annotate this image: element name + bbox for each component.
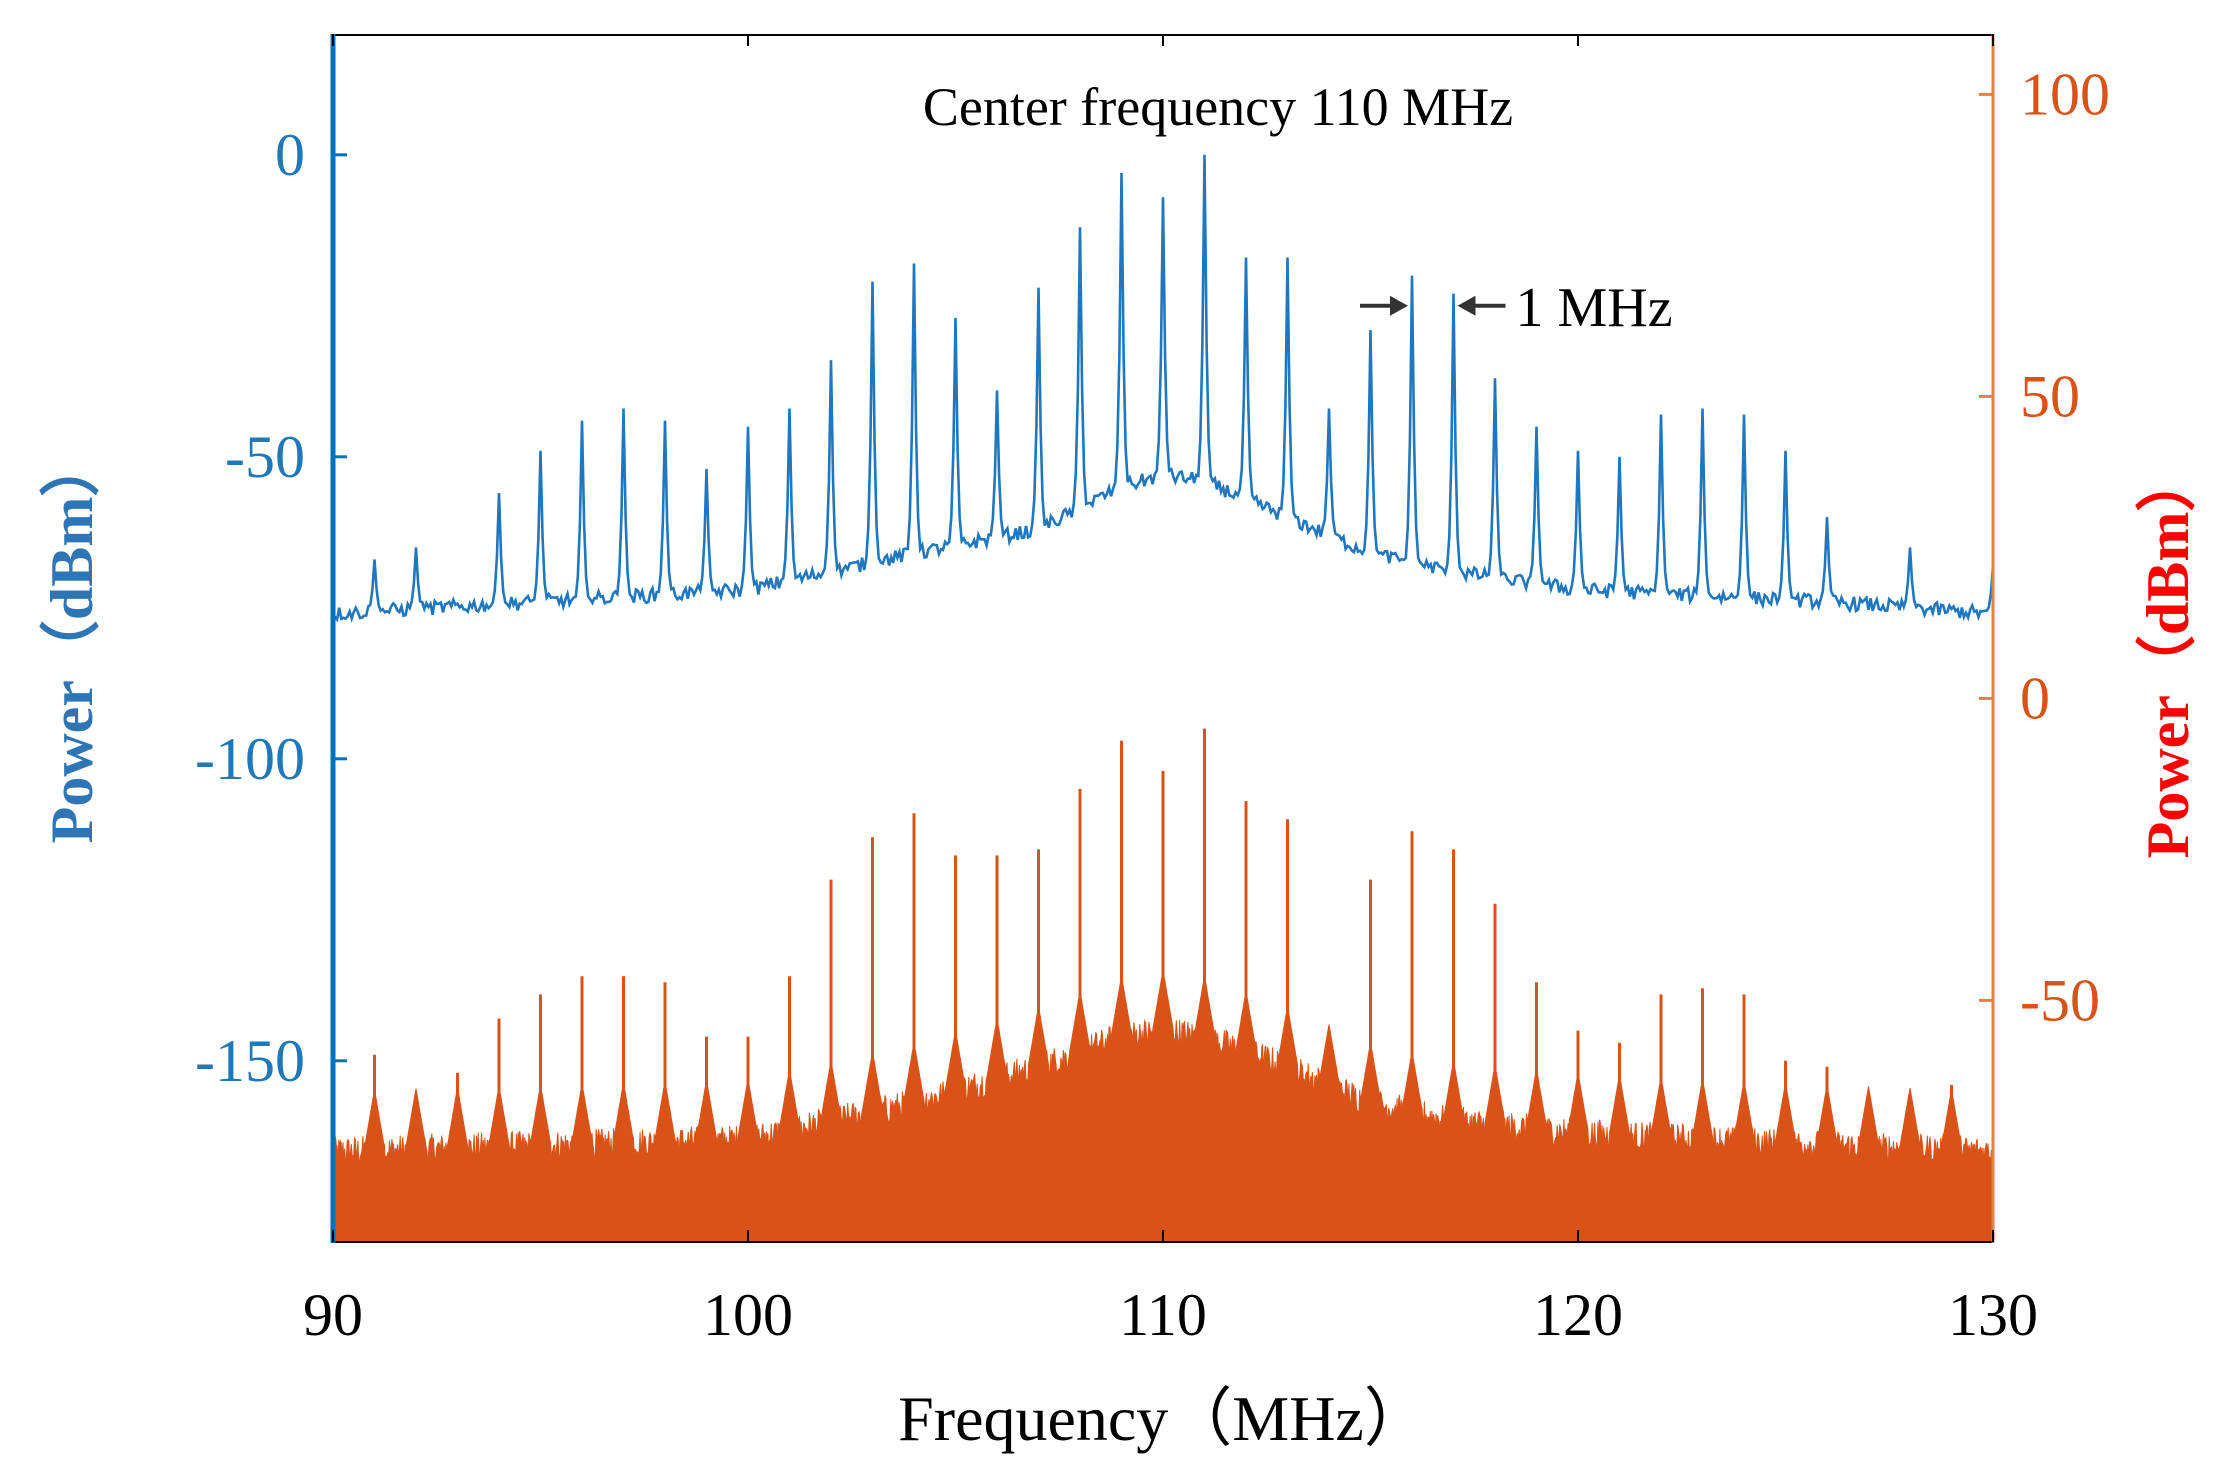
x-tick-label: 120 [1533,1282,1623,1348]
y-tick-label-left: 0 [275,122,305,188]
x-tick-label: 90 [303,1282,363,1348]
y-tick-label-right: 50 [2020,363,2080,429]
y-tick-label-left: -50 [225,424,305,490]
y-axis-label-right: Power（dBm） [2134,452,2201,859]
blue-series [332,154,1995,623]
x-tick-label: 130 [1948,1282,2038,1348]
y-tick-label-left: -100 [195,726,305,792]
axis-ticks: 90 100 110 120 130 0 -50 -100 -150 100 50 0 -50 [195,34,2110,1348]
orange-series [332,728,1994,1243]
y-tick-label-left: -150 [195,1028,305,1094]
spacing-annotation: 1 MHz [1360,277,1673,339]
chart-title: Center frequency 110 MHz [923,77,1513,137]
annotation-label: 1 MHz [1516,277,1673,339]
y-tick-label-right: -50 [2020,967,2100,1033]
y-axis-label-left: Power（dBm） [38,437,105,844]
x-tick-label: 110 [1119,1282,1207,1348]
blue-spectrum-line [332,154,1995,623]
annotation-arrowhead-left [1390,295,1408,316]
y-tick-label-right: 0 [2020,665,2050,731]
annotation-arrowhead-right [1457,295,1476,316]
x-tick-label: 100 [703,1282,793,1348]
x-axis-label: Frequency（MHz） [898,1383,1428,1454]
y-tick-label-right: 100 [2020,61,2110,127]
